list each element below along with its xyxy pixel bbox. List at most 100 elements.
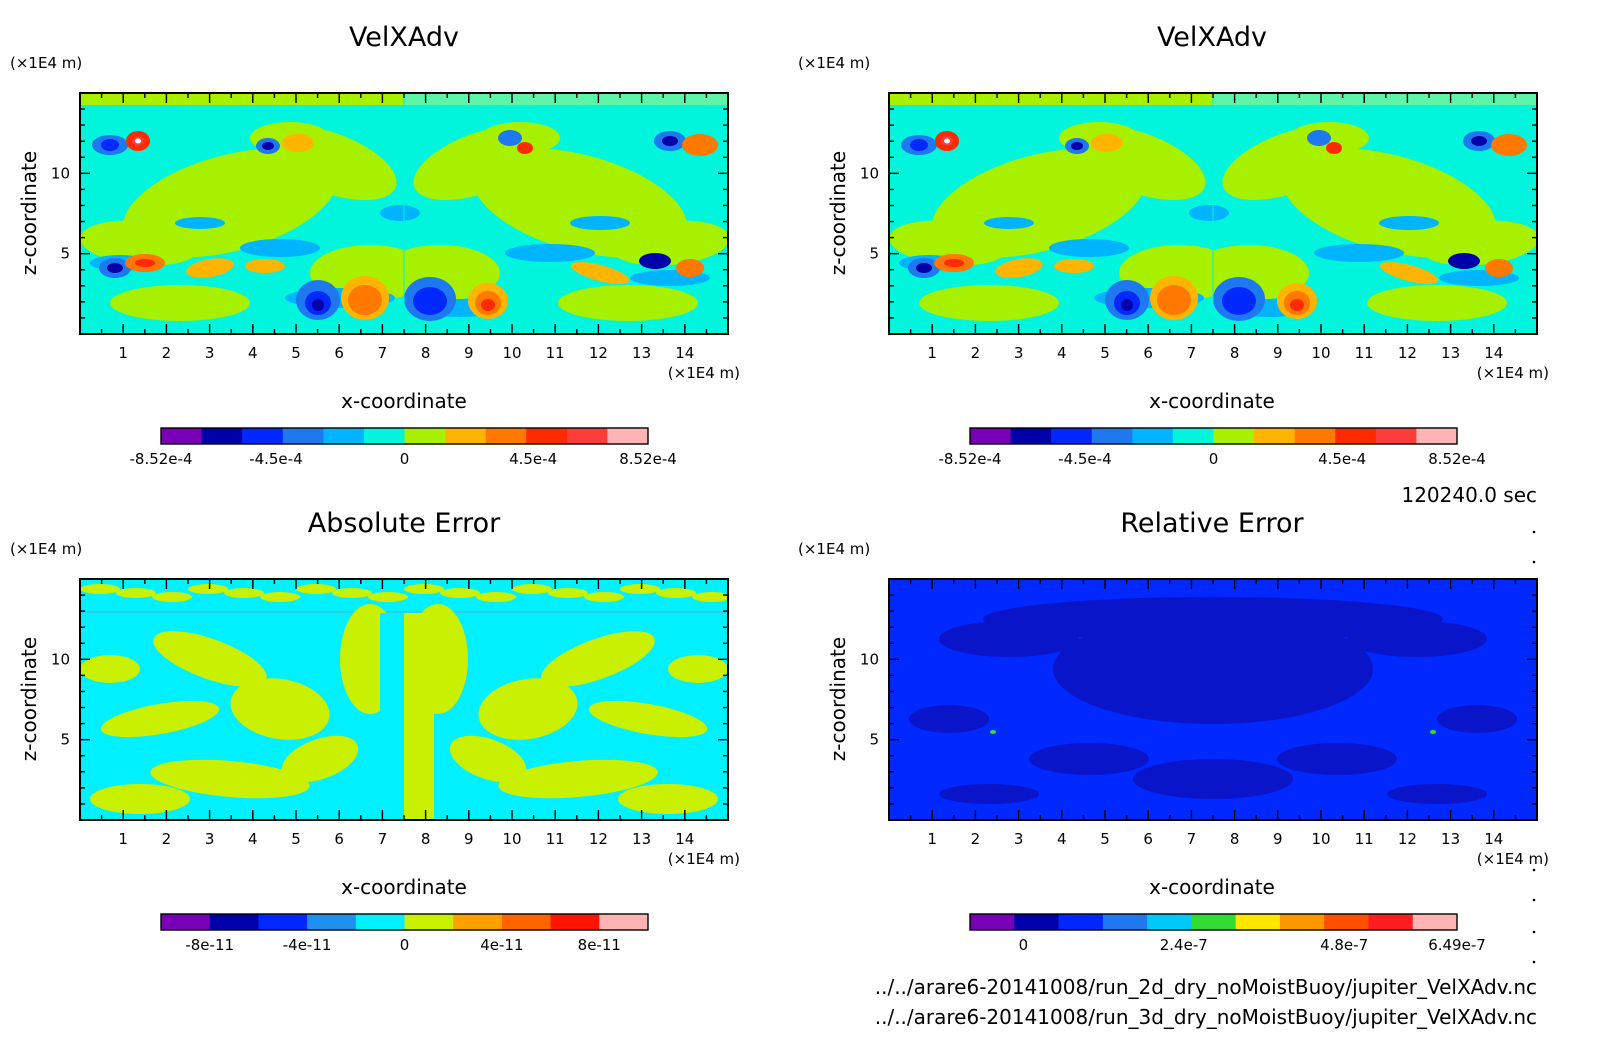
x-tick-label: 6 [334,830,344,848]
colorbar-segment [566,428,608,444]
x-tick-label: 3 [1014,830,1024,848]
colorbar-tick-label: 4.8e-7 [1320,936,1368,954]
colorbar-tick-label: -8e-11 [185,936,234,954]
x-tick-label: 13 [632,344,651,362]
y-axis-label: z-coordinate [826,637,850,761]
colorbar-segment [1368,914,1414,930]
colorbar-segment [599,914,649,930]
x-tick-label: 11 [1355,830,1374,848]
x-tick-label: 11 [546,344,565,362]
y-tick-label: 10 [860,650,879,668]
x-tick-label: 11 [1355,344,1374,362]
colorbar-segment [1014,914,1060,930]
y-unit-label: (×1E4 m) [10,540,82,558]
x-tick-label: 13 [1441,830,1460,848]
x-tick-label: 14 [1484,830,1503,848]
x-tick-label: 6 [1143,830,1153,848]
x-tick-label: 12 [1398,830,1417,848]
colorbar-tick-label: 4e-11 [480,936,523,954]
y-tick-label: 10 [51,164,70,182]
x-tick-label: 1 [927,344,937,362]
plot-area [889,93,1537,334]
field-image [80,93,728,334]
x-tick-label: 2 [162,830,172,848]
colorbar-segment [1235,914,1281,930]
panel-velxadv-2d: VelXAdv (×1E4 m) 1 2 3 4 5 6 7 8 9 10 11 12 13 14510 … [10,22,740,468]
panel-title: Absolute Error [308,508,501,539]
field-image [80,579,728,820]
colorbar-segment [323,428,365,444]
colorbar-segment [1254,428,1296,444]
x-tick-label: 9 [1273,344,1283,362]
colorbar-segment [970,914,1015,930]
colorbar-segment [1213,428,1255,444]
plot-area [80,93,728,334]
file-path-2: ../../arare6-20141008/run_3d_dry_noMoist… [875,1005,1537,1029]
colorbar-frame [160,913,649,931]
y-tick-label: 10 [51,650,70,668]
colorbar-tick-label: -8.52e-4 [130,450,193,468]
x-tick-label: 14 [675,830,694,848]
x-axis-label: x-coordinate [341,389,467,413]
colorbar-segment [1335,428,1377,444]
y-unit-label: (×1E4 m) [798,540,870,558]
x-tick-label: 8 [1230,830,1240,848]
plot-area [80,579,728,820]
y-unit-label: (×1E4 m) [798,54,870,72]
colorbar-tick-label: -4e-11 [283,936,332,954]
x-unit-label: (×1E4 m) [1477,850,1549,868]
y-axis-label: z-coordinate [17,151,41,275]
colorbar-segment [1324,914,1369,930]
x-tick-label: 4 [1057,344,1067,362]
colorbar-segment [445,428,487,444]
colorbar-tick-label: 4.5e-4 [1318,450,1366,468]
colorbar-segment [404,914,454,930]
x-tick-label: 13 [632,830,651,848]
colorbar-tick-label: -8.52e-4 [939,450,1002,468]
colorbar-tick-label: 8e-11 [578,936,621,954]
colorbar-segment [1172,428,1214,444]
x-tick-label: 4 [248,830,258,848]
colorbar-segment [363,428,405,444]
colorbar-segment [1375,428,1417,444]
colorbar-segment [485,428,527,444]
x-axis-label: x-coordinate [341,875,467,899]
plot-area [889,579,1537,820]
x-unit-label: (×1E4 m) [668,364,740,382]
x-tick-label: 7 [1187,830,1197,848]
x-tick-label: 10 [1311,830,1330,848]
colorbar-segment [1132,428,1174,444]
colorbar-segment [526,428,568,444]
colorbar-segment [970,428,1012,444]
y-axis-label: z-coordinate [17,637,41,761]
x-tick-label: 4 [1057,830,1067,848]
x-tick-label: 2 [971,830,981,848]
x-tick-label: 5 [1100,830,1110,848]
y-unit-label: (×1E4 m) [10,54,82,72]
colorbar-segment [1010,428,1052,444]
colorbar-segment [1412,914,1458,930]
colorbar-frame [160,427,649,445]
x-tick-label: 7 [378,344,388,362]
x-tick-label: 10 [1311,344,1330,362]
colorbar-tick-label: 0 [400,936,410,954]
panel-title: VelXAdv [349,22,459,53]
colorbar-segment [453,914,503,930]
field-image [889,93,1537,334]
colorbar-tick-label: 0 [400,450,410,468]
x-tick-label: 8 [421,344,431,362]
x-tick-label: 7 [378,830,388,848]
colorbar-segment [1191,914,1237,930]
colorbar-tick-label: 8.52e-4 [1428,450,1486,468]
y-tick-label: 5 [60,245,70,263]
x-tick-label: 3 [1014,344,1024,362]
x-axis-label: x-coordinate [1149,389,1275,413]
colorbar-segment [1279,914,1325,930]
x-tick-label: 13 [1441,344,1460,362]
x-tick-label: 5 [291,830,301,848]
colorbar-frame [969,427,1458,445]
colorbar-segment [242,428,284,444]
x-tick-label: 10 [502,344,521,362]
colorbar-segment [282,428,324,444]
colorbar-tick-label: 2.4e-7 [1160,936,1208,954]
